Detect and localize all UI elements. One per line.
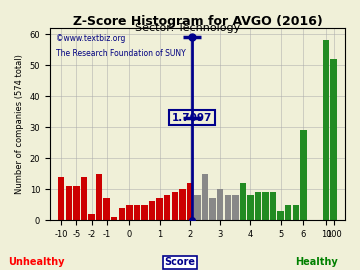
Text: The Research Foundation of SUNY: The Research Foundation of SUNY <box>56 49 185 58</box>
Bar <box>88 214 95 220</box>
Bar <box>96 174 102 220</box>
Bar <box>202 174 208 220</box>
Bar <box>171 192 178 220</box>
Text: Healthy: Healthy <box>296 257 338 267</box>
Bar <box>270 192 276 220</box>
Bar <box>240 183 246 220</box>
Text: Unhealthy: Unhealthy <box>8 257 64 267</box>
Bar <box>66 186 72 220</box>
Bar <box>111 217 117 220</box>
Bar <box>73 186 80 220</box>
Bar <box>285 205 292 220</box>
Text: Score: Score <box>165 257 195 267</box>
Bar <box>300 130 307 220</box>
Text: 1.7097: 1.7097 <box>172 113 212 123</box>
Bar <box>278 211 284 220</box>
Bar <box>217 189 223 220</box>
Bar <box>103 198 110 220</box>
Bar <box>149 201 155 220</box>
Bar <box>247 195 254 220</box>
Bar <box>164 195 170 220</box>
Bar <box>330 59 337 220</box>
Bar <box>118 208 125 220</box>
Bar <box>210 198 216 220</box>
Bar <box>255 192 261 220</box>
Bar <box>323 40 329 220</box>
Bar <box>293 205 299 220</box>
Bar <box>156 198 163 220</box>
Bar <box>126 205 132 220</box>
Y-axis label: Number of companies (574 total): Number of companies (574 total) <box>15 54 24 194</box>
Bar <box>179 189 185 220</box>
Bar <box>81 177 87 220</box>
Bar <box>225 195 231 220</box>
Title: Z-Score Histogram for AVGO (2016): Z-Score Histogram for AVGO (2016) <box>73 15 322 28</box>
Bar <box>58 177 64 220</box>
Bar <box>232 195 239 220</box>
Bar <box>134 205 140 220</box>
Text: Sector: Technology: Sector: Technology <box>135 23 240 33</box>
Bar <box>194 195 201 220</box>
Text: ©www.textbiz.org: ©www.textbiz.org <box>56 34 125 43</box>
Bar <box>141 205 148 220</box>
Bar <box>262 192 269 220</box>
Bar <box>187 183 193 220</box>
